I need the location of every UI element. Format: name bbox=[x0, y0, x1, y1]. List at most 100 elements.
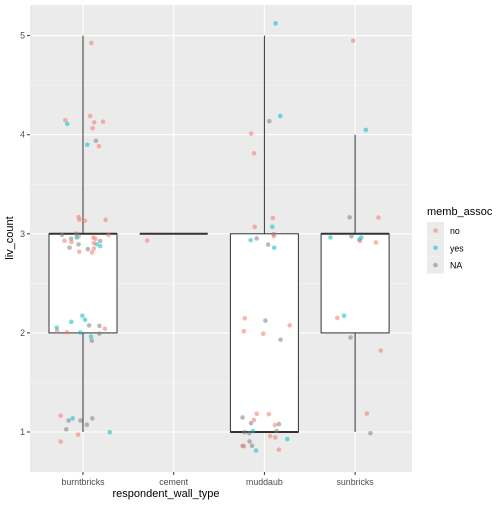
data-point bbox=[348, 335, 353, 340]
data-point bbox=[285, 436, 290, 442]
data-point bbox=[248, 131, 254, 136]
y-tick-label: 2 bbox=[20, 328, 25, 338]
legend-title: memb_assoc bbox=[427, 206, 493, 218]
data-point bbox=[248, 420, 254, 426]
legend: memb_assoc no yes NA bbox=[427, 206, 493, 274]
data-point bbox=[90, 416, 95, 421]
data-point bbox=[58, 413, 63, 418]
box-sunbricks bbox=[320, 134, 390, 432]
data-point bbox=[84, 422, 90, 428]
legend-label: yes bbox=[450, 243, 464, 253]
data-point bbox=[102, 326, 108, 332]
data-point bbox=[341, 313, 347, 319]
data-point bbox=[273, 435, 278, 440]
data-point bbox=[70, 416, 76, 421]
data-point bbox=[91, 235, 96, 240]
data-point bbox=[287, 323, 293, 328]
data-point bbox=[242, 429, 247, 435]
data-point bbox=[89, 250, 95, 255]
data-point bbox=[64, 121, 70, 127]
data-point bbox=[82, 218, 88, 224]
x-axis-title: respondent_wall_type bbox=[112, 488, 219, 500]
x-tick-label: sunbricks bbox=[337, 477, 375, 487]
data-point bbox=[363, 127, 369, 133]
x-tick-label: burntbricks bbox=[61, 477, 105, 487]
data-point bbox=[97, 331, 102, 336]
data-point bbox=[328, 235, 333, 240]
data-point bbox=[89, 338, 95, 344]
data-point bbox=[144, 238, 150, 243]
data-point bbox=[271, 233, 277, 239]
data-point bbox=[67, 245, 72, 250]
data-point bbox=[350, 38, 356, 43]
y-axis-title: liv_count bbox=[4, 216, 16, 259]
data-point bbox=[85, 246, 91, 252]
data-point bbox=[378, 348, 384, 353]
data-point bbox=[86, 323, 92, 328]
data-point bbox=[63, 117, 68, 123]
data-point bbox=[240, 415, 245, 420]
data-point bbox=[251, 151, 257, 156]
data-point bbox=[82, 317, 88, 323]
data-point bbox=[274, 428, 279, 434]
data-point bbox=[263, 318, 268, 323]
data-point bbox=[270, 215, 276, 221]
data-point bbox=[254, 236, 259, 241]
data-point bbox=[276, 421, 282, 427]
data-point bbox=[271, 245, 277, 251]
legend-label: no bbox=[450, 226, 460, 236]
data-point bbox=[100, 119, 106, 125]
data-point bbox=[89, 40, 94, 46]
iqr-box bbox=[320, 233, 390, 334]
data-point bbox=[272, 422, 278, 428]
data-point bbox=[87, 113, 93, 119]
data-point bbox=[376, 215, 381, 220]
data-point bbox=[335, 315, 340, 321]
iqr-box bbox=[48, 233, 118, 334]
data-point bbox=[270, 224, 275, 230]
data-point bbox=[359, 235, 364, 240]
data-point bbox=[349, 234, 354, 239]
data-point bbox=[97, 238, 103, 244]
data-point bbox=[74, 231, 79, 236]
legend-entries: no yes NA bbox=[427, 222, 464, 274]
data-point bbox=[278, 337, 283, 342]
data-point bbox=[63, 427, 69, 432]
y-tick-label: 4 bbox=[20, 130, 25, 140]
data-point bbox=[242, 316, 248, 321]
legend-label: NA bbox=[450, 261, 462, 271]
data-point bbox=[75, 432, 81, 437]
data-point bbox=[265, 242, 271, 247]
data-point bbox=[62, 238, 67, 243]
data-point bbox=[80, 313, 85, 319]
data-point bbox=[246, 430, 252, 436]
data-point bbox=[66, 418, 71, 423]
legend-entry: yes bbox=[427, 239, 464, 257]
legend-entry: NA bbox=[427, 256, 462, 274]
data-point bbox=[93, 138, 99, 144]
x-tick-label: cement bbox=[159, 477, 188, 487]
data-point bbox=[103, 217, 108, 223]
y-tick-label: 3 bbox=[20, 229, 25, 239]
data-point bbox=[74, 235, 79, 240]
data-point bbox=[76, 214, 81, 220]
data-point bbox=[373, 240, 379, 245]
data-point bbox=[241, 328, 247, 334]
x-axis: burntbricks cement muddaub sunbricks bbox=[61, 472, 374, 487]
data-point bbox=[276, 447, 282, 452]
y-tick-label: 5 bbox=[20, 31, 25, 41]
data-point bbox=[77, 330, 83, 335]
data-point bbox=[273, 21, 278, 26]
data-point bbox=[364, 411, 370, 416]
legend-key-point bbox=[433, 245, 438, 251]
data-point bbox=[251, 417, 257, 423]
data-point bbox=[91, 246, 97, 251]
data-point bbox=[368, 430, 373, 436]
data-point bbox=[69, 239, 74, 245]
y-tick-label: 1 bbox=[20, 427, 25, 437]
data-point bbox=[97, 243, 103, 249]
data-point bbox=[266, 411, 272, 417]
data-point bbox=[267, 433, 273, 439]
data-point bbox=[97, 323, 102, 329]
